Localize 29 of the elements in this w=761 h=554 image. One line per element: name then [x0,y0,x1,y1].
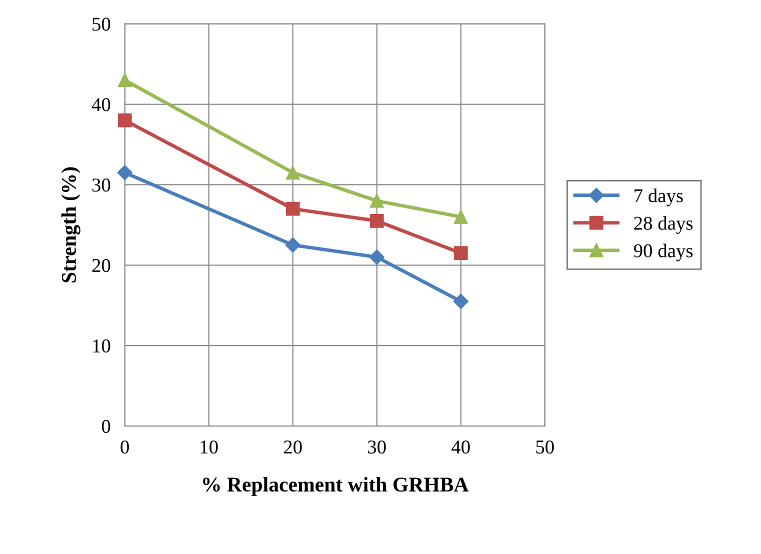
y-tick-label: 0 [102,420,110,433]
point [285,237,300,253]
point [370,214,384,228]
point [370,194,384,208]
point [369,250,384,265]
y-tick-label: 30 [92,178,110,192]
y-tick-label: 40 [92,98,110,112]
point [286,202,300,216]
y-axis-title: Strength (%) [61,167,80,282]
x-tick-label: 10 [200,440,218,454]
point [453,294,468,309]
point [117,165,132,180]
y-tick-label: 20 [92,258,110,272]
x-tick-label: 0 [120,440,129,454]
legend-label: 28 days [634,216,693,234]
point [118,73,132,88]
x-tick-label: 30 [368,440,386,454]
point [118,113,132,128]
point [454,246,468,260]
x-tick-label: 50 [536,440,554,454]
x-tick-label: 20 [284,440,302,454]
x-axis-title: % Replacement with GRHBA [203,476,469,496]
point [454,210,468,224]
y-tick-label: 10 [93,339,110,353]
y-tick-label: 50 [92,18,110,31]
x-tick-label: 40 [452,440,470,454]
legend-label: 90 days [634,244,693,262]
legend-label: 7 days [634,188,683,206]
point [286,166,300,180]
